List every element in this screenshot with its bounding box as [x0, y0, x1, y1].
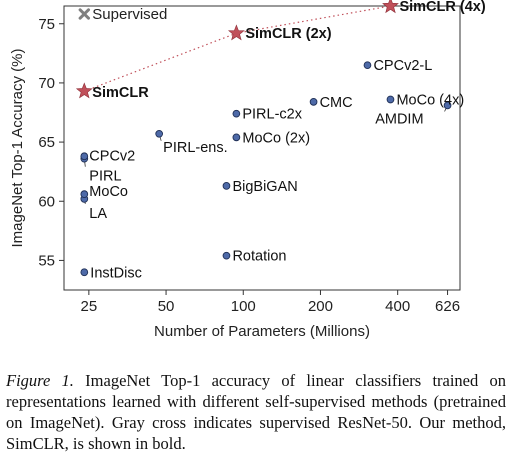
simclr-label: SimCLR (4x) [399, 0, 485, 15]
figure-label: Figure 1. [6, 371, 74, 390]
data-point [222, 182, 231, 190]
plot-frame [63, 5, 461, 291]
data-point [80, 152, 89, 161]
x-tick-label: 25 [81, 298, 98, 315]
scatter-chart: 25 50 100 200 400 626 55 60 65 70 75 InstDisc Rotat… [9, 0, 486, 340]
y-tick-label: 55 [38, 252, 55, 269]
point-label: MoCo [89, 184, 128, 200]
x-tick-label: 50 [158, 298, 175, 315]
point-label: CPCv2-L [373, 58, 432, 74]
data-point [80, 268, 89, 277]
point-label: MoCo (2x) [242, 130, 310, 146]
simclr-star [228, 24, 245, 41]
simclr-label: SimCLR [92, 85, 149, 101]
y-tick-label: 60 [38, 193, 55, 210]
chart-marks [75, 0, 452, 277]
x-tick-label: 626 [435, 298, 460, 315]
simclr-label: SimCLR (2x) [245, 26, 331, 42]
point-label: LA [89, 206, 107, 222]
x-axis-title: Number of Parameters (Millions) [154, 323, 370, 340]
y-tick-label: 65 [38, 134, 55, 151]
data-point [232, 133, 241, 142]
legend-label: Supervised [92, 6, 167, 23]
data-point [80, 190, 89, 199]
point-label: InstDisc [90, 265, 142, 281]
point-label: PIRL-ens. [163, 140, 227, 156]
figure-caption: Figure 1. ImageNet Top-1 accuracy of lin… [6, 370, 506, 454]
legend: Supervised [78, 6, 167, 23]
y-tick-label: 75 [38, 16, 55, 33]
point-label: AMDIM [375, 111, 423, 127]
x-tick-label: 100 [231, 298, 256, 315]
data-point [443, 101, 452, 110]
data-point [222, 251, 231, 260]
point-label: PIRL-c2x [242, 107, 302, 123]
data-point [309, 97, 318, 106]
data-point [232, 109, 241, 118]
x-tick-label: 400 [385, 298, 410, 315]
y-tick-label: 70 [38, 75, 55, 92]
y-axis-title: ImageNet Top-1 Accuracy (%) [9, 49, 26, 248]
data-point [386, 95, 395, 104]
point-label: CMC [320, 95, 353, 111]
point-label: MoCo (4x) [396, 92, 464, 108]
point-label: Rotation [232, 249, 286, 265]
simclr-star [382, 0, 399, 14]
data-point [363, 61, 372, 70]
x-tick-label: 200 [308, 298, 333, 315]
simclr-star [75, 82, 93, 99]
data-point [155, 129, 164, 138]
point-label: PIRL [89, 169, 121, 185]
supervised-cross [78, 8, 91, 20]
caption-text: ImageNet Top-1 accuracy of linear classi… [6, 371, 506, 453]
point-label: BigBiGAN [232, 179, 297, 195]
point-label: CPCv2 [89, 148, 135, 164]
chart-axes: 25 50 100 200 400 626 55 60 65 70 75 [38, 5, 461, 315]
